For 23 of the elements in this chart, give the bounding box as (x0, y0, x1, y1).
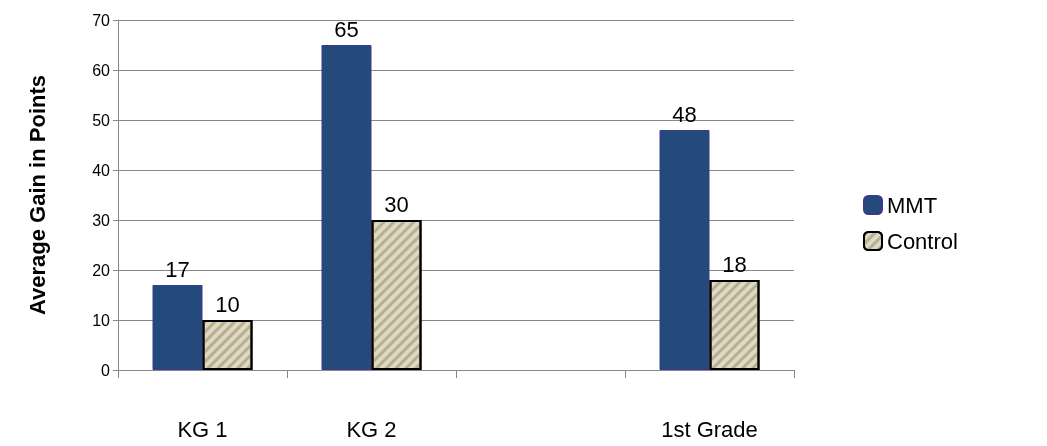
y-tick-label: 50 (92, 111, 111, 129)
y-tick-label: 20 (92, 261, 111, 279)
y-axis-title: Average Gain in Points (24, 74, 50, 316)
data-label: 17 (165, 256, 190, 282)
bar (321, 45, 372, 370)
x-tick-label: KG 2 (346, 416, 397, 442)
y-tick-label: 40 (92, 161, 111, 179)
y-tick-label: 70 (92, 11, 111, 29)
bar (152, 285, 203, 370)
data-label: 18 (722, 251, 747, 277)
y-tick-label: 60 (92, 61, 111, 79)
data-label: 30 (384, 191, 409, 217)
data-label: 10 (215, 291, 240, 317)
legend-label: MMT (887, 192, 938, 218)
y-tick-label: 0 (101, 361, 111, 379)
y-tick-label: 10 (92, 311, 111, 329)
x-tick-label: KG 1 (177, 416, 228, 442)
data-label: 48 (672, 101, 697, 127)
y-tick-label: 30 (92, 211, 111, 229)
x-tick-label: 1st Grade (661, 416, 758, 442)
legend-label: Control (887, 228, 958, 254)
data-label: 65 (334, 16, 359, 42)
bar (659, 130, 710, 370)
